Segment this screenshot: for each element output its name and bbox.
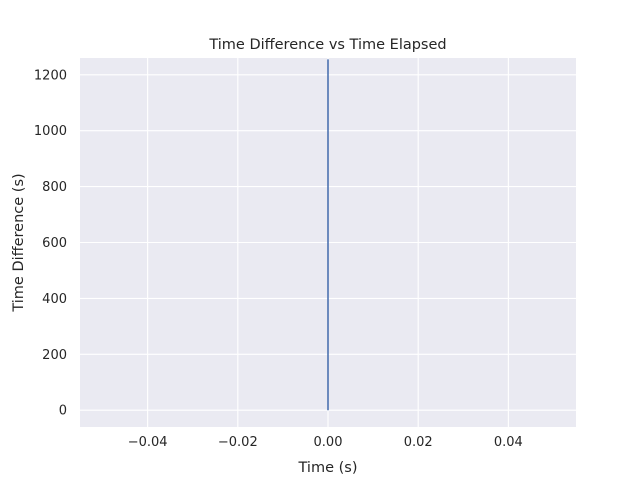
y-tick-label: 1200 [34, 68, 67, 83]
x-axis-label: Time (s) [298, 460, 358, 476]
chart-title: Time Difference vs Time Elapsed [208, 37, 446, 53]
y-tick-label: 600 [42, 236, 67, 251]
x-tick-label: −0.02 [218, 435, 258, 450]
y-tick-labels: 0 200 400 600 800 1000 1200 [34, 68, 67, 418]
x-tick-labels: −0.04 −0.02 0.00 0.02 0.04 [128, 435, 523, 450]
y-tick-label: 200 [42, 348, 67, 363]
x-tick-label: 0.00 [314, 435, 343, 450]
y-axis-label: Time Difference (s) [11, 173, 27, 312]
x-tick-label: 0.02 [404, 435, 433, 450]
y-tick-label: 0 [59, 404, 67, 419]
y-tick-label: 800 [42, 180, 67, 195]
x-tick-label: 0.04 [494, 435, 523, 450]
y-tick-label: 1000 [34, 124, 67, 139]
y-tick-label: 400 [42, 292, 67, 307]
x-tick-label: −0.04 [128, 435, 168, 450]
